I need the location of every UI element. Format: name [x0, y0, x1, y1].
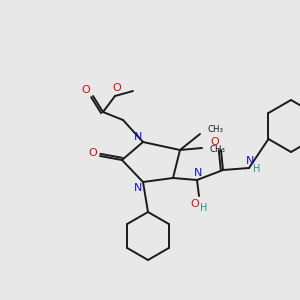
Text: N: N	[134, 132, 142, 142]
Text: H: H	[253, 164, 261, 174]
Text: H: H	[200, 203, 208, 213]
Text: CH₃: CH₃	[210, 146, 226, 154]
Text: O: O	[190, 199, 200, 209]
Text: O: O	[82, 85, 90, 95]
Text: O: O	[211, 137, 219, 147]
Text: N: N	[246, 156, 254, 166]
Text: O: O	[112, 83, 122, 93]
Text: O: O	[88, 148, 98, 158]
Text: N: N	[134, 183, 142, 193]
Text: CH₃: CH₃	[208, 125, 224, 134]
Text: N: N	[194, 168, 202, 178]
